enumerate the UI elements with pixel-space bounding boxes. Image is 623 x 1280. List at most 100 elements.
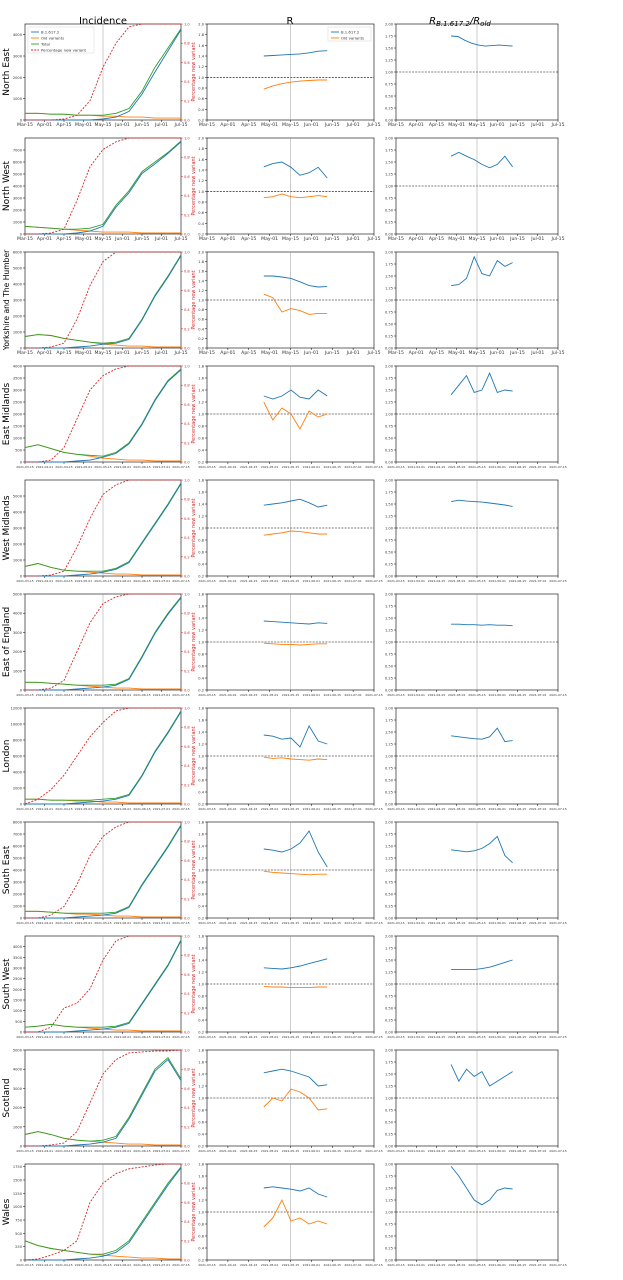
y-tick-label: 1.2 [198, 629, 204, 633]
percentage-new-variant-line [25, 821, 181, 919]
x-tick-label: 2021-04-15 [428, 807, 446, 811]
x-tick-label: May-01 [75, 350, 92, 356]
ratio-axes: 0.00 0.25 0.50 0.75 1.00 1.25 1.50 1.75 2.00 Mar-… [385, 251, 565, 357]
legend-box [327, 26, 372, 42]
x-tick-label: Apr-15 [56, 236, 71, 242]
region-label: East of England [2, 607, 12, 677]
y-tick-label: 0.2 [198, 1259, 204, 1263]
y-tick-label: 5000 [13, 173, 23, 177]
y-tick-label: 1.8 [198, 1049, 204, 1053]
y-tick-label: 0.2 [184, 555, 190, 559]
header-ratio: RB.1.617.2/Rold [429, 16, 491, 28]
ratio-axes: 0.00 0.25 0.50 0.75 1.00 1.25 1.50 1.75 2.00 Mar-… [385, 23, 565, 129]
r-b16172-line [263, 1186, 328, 1198]
y-tick-label: 1.2 [198, 857, 204, 861]
x-tick-label: 2021-04-15 [428, 1263, 446, 1267]
x-tick-label: Jul-15 [366, 236, 380, 242]
r-b16172-line [263, 498, 328, 508]
y-tick-label: 500 [15, 1020, 23, 1024]
y-tick-label: 0.2 [184, 669, 190, 673]
x-tick-label: 2021-06-15 [324, 465, 342, 469]
x-tick-label: Jul-15 [550, 236, 564, 242]
x-tick-label: 2021-04-15 [55, 1035, 73, 1039]
x-tick-label: 2021-05-01 [261, 1263, 279, 1267]
x-tick-label: 2021-06-01 [114, 921, 132, 925]
right-axis-label: Percentage new variant [191, 612, 197, 671]
y-tick-label: 0.0 [184, 233, 190, 237]
x-tick-label: 2021-04-15 [240, 693, 258, 697]
x-tick-label: 2021-04-01 [36, 1149, 54, 1153]
y-tick-label: 6000 [13, 845, 23, 849]
x-tick-label: 2021-04-01 [408, 693, 426, 697]
x-tick-label: 2021-04-01 [36, 693, 54, 697]
x-tick-label: 2021-04-15 [240, 921, 258, 925]
x-tick-label: Apr-01 [409, 236, 424, 242]
legend-label: Old variants [41, 35, 64, 40]
y-tick-label: 0.8 [184, 156, 190, 160]
x-tick-label: 2021-05-15 [94, 465, 112, 469]
y-tick-label: 0.00 [385, 689, 394, 693]
y-tick-label: 0.6 [198, 437, 204, 441]
x-tick-label: 2021-05-01 [261, 1149, 279, 1153]
x-tick-label: 2021-05-15 [468, 1263, 486, 1267]
x-tick-label: 2021-05-15 [94, 693, 112, 697]
y-tick-label: 0.6 [198, 318, 204, 322]
x-tick-label: 2021-07-15 [172, 1149, 190, 1153]
x-tick-label: 2021-04-01 [219, 1149, 237, 1153]
x-tick-label: 2021-07-01 [153, 807, 171, 811]
legend-label: Percentage new variant [41, 47, 87, 52]
y-tick-label: 2000 [13, 650, 23, 654]
right-axis-label: Percentage new variant [191, 384, 197, 443]
ratio-axes: 0.00 0.25 0.50 0.75 1.00 1.25 1.50 1.75 2.00 2021… [385, 479, 567, 584]
panel-row: East of England0100020003000400050000.00… [2, 593, 567, 698]
x-tick-label: May-01 [75, 122, 92, 128]
y-tick-label: 1.75 [385, 491, 393, 495]
incidence-axes: 0 1000 2000 3000 4000 5000 0.0 0.2 0.4 0.6 0.8 1.0 2… [13, 593, 197, 698]
x-tick-label: 2021-06-15 [324, 579, 342, 583]
y-tick-label: 0.8 [184, 726, 190, 730]
x-tick-label: 2021-07-15 [172, 1263, 190, 1267]
y-tick-label: 1.0 [184, 593, 190, 597]
y-tick-label: 1000 [13, 905, 23, 909]
x-tick-label: 2021-07-15 [549, 1149, 567, 1153]
y-tick-label: 1.00 [385, 1211, 394, 1215]
y-tick-label: 1.8 [198, 33, 204, 37]
y-tick-label: 1.4 [198, 959, 204, 963]
x-tick-label: 2021-05-15 [282, 465, 300, 469]
x-tick-label: 2021-07-15 [365, 1149, 383, 1153]
r-old-variants-line [263, 79, 328, 90]
x-tick-label: 2021-06-15 [509, 807, 527, 811]
y-tick-label: 0.2 [198, 119, 204, 123]
y-tick-label: 0.8 [198, 201, 204, 205]
x-tick-label: Mar-15 [199, 122, 215, 128]
y-tick-label: 0.4 [198, 1019, 204, 1023]
x-tick-label: 2021-04-15 [55, 1149, 73, 1153]
x-tick-label: 2021-06-01 [114, 1035, 132, 1039]
y-tick-label: 0.0 [184, 803, 190, 807]
y-tick-label: 0 [20, 803, 23, 807]
y-tick-label: 0 [20, 689, 23, 693]
y-tick-label: 1.25 [385, 857, 393, 861]
y-tick-label: 2000 [13, 413, 23, 417]
y-tick-label: 1.0 [184, 23, 190, 27]
y-tick-label: 1.75 [385, 377, 393, 381]
incidence-axes: 0 1000 2000 3000 4000 5000 6000 0.0 0.2 0.4 0.6 0.8… [13, 251, 197, 357]
x-tick-label: 2021-04-01 [36, 921, 54, 925]
x-tick-label: 2021-07-15 [549, 1263, 567, 1267]
y-tick-label: 1.0 [184, 1049, 190, 1053]
y-tick-label: 0.2 [184, 441, 190, 445]
x-tick-label: 2021-05-01 [75, 1149, 93, 1153]
y-tick-label: 1.6 [198, 1061, 204, 1065]
panel-row: West Midlands 0 1000 2000 3000 4000 5000 0.0 0.2… [2, 479, 567, 584]
x-tick-label: 2021-06-01 [114, 1149, 132, 1153]
x-tick-label: 2021-03-15 [198, 465, 216, 469]
x-tick-label: May-15 [282, 122, 299, 128]
percentage-new-variant-line [24, 707, 181, 805]
x-tick-label: 2021-04-01 [36, 1263, 54, 1267]
r-old-variants-line [263, 870, 328, 876]
y-tick-label: 2.00 [385, 593, 394, 597]
r-old-variants-line [263, 293, 328, 315]
y-tick-label: 0.50 [385, 779, 394, 783]
x-tick-label: Mar-15 [388, 122, 404, 128]
x-tick-label: Jul-01 [154, 122, 168, 128]
